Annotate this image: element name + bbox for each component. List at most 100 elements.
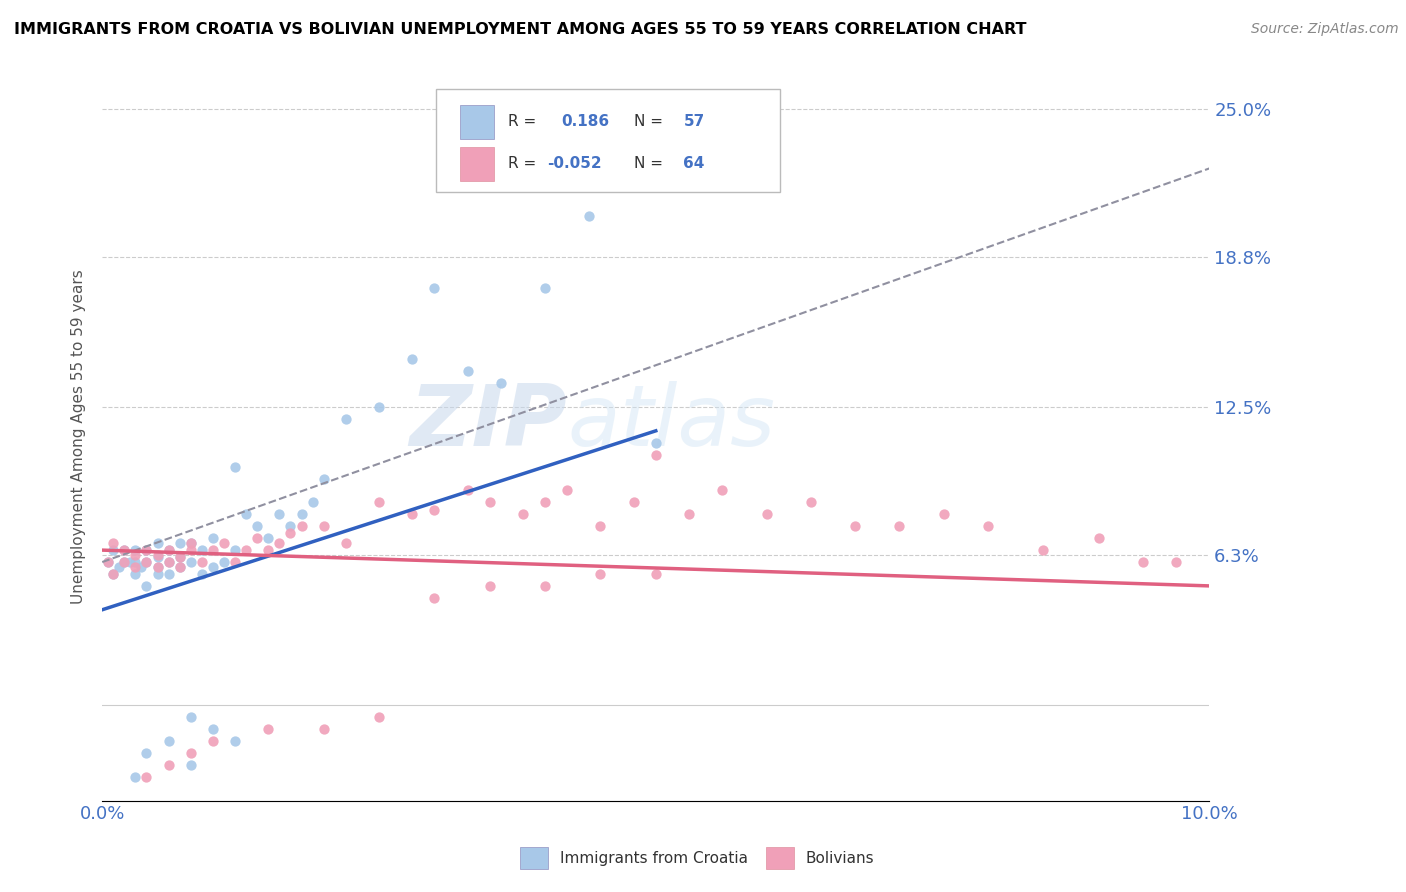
- Text: N =: N =: [634, 114, 664, 129]
- Point: [112, 543, 135, 558]
- Point: [157, 543, 180, 558]
- Point: [201, 559, 224, 574]
- Point: [146, 559, 169, 574]
- Text: atlas: atlas: [567, 381, 775, 464]
- Text: N =: N =: [634, 156, 664, 171]
- Point: [157, 566, 180, 581]
- Point: [157, 555, 180, 569]
- Point: [257, 722, 280, 736]
- Text: 57: 57: [683, 114, 704, 129]
- Point: [368, 400, 391, 414]
- Point: [201, 543, 224, 558]
- Point: [180, 710, 202, 724]
- Point: [478, 579, 501, 593]
- Point: [157, 543, 180, 558]
- Point: [191, 555, 214, 569]
- Point: [224, 543, 246, 558]
- Point: [534, 495, 557, 509]
- Text: -0.052: -0.052: [547, 156, 602, 171]
- Point: [103, 536, 125, 550]
- Point: [169, 550, 191, 565]
- Point: [112, 555, 135, 569]
- Point: [290, 508, 312, 522]
- Point: [235, 543, 257, 558]
- Point: [157, 757, 180, 772]
- Point: [290, 519, 312, 533]
- Point: [212, 555, 235, 569]
- Point: [711, 483, 734, 498]
- Point: [224, 734, 246, 748]
- Point: [224, 555, 246, 569]
- Point: [1087, 531, 1109, 545]
- Point: [335, 536, 357, 550]
- Point: [235, 508, 257, 522]
- Point: [169, 536, 191, 550]
- Point: [478, 495, 501, 509]
- Point: [191, 566, 214, 581]
- Point: [280, 526, 302, 541]
- Point: [108, 559, 131, 574]
- Point: [135, 770, 157, 784]
- Point: [368, 710, 391, 724]
- Point: [112, 555, 135, 569]
- Point: [644, 566, 666, 581]
- Point: [201, 722, 224, 736]
- Point: [257, 543, 280, 558]
- Point: [269, 508, 291, 522]
- Point: [534, 281, 557, 295]
- Point: [191, 543, 214, 558]
- Point: [124, 555, 146, 569]
- Point: [157, 555, 180, 569]
- Point: [169, 559, 191, 574]
- Point: [124, 770, 146, 784]
- Point: [644, 448, 666, 462]
- Point: [135, 579, 157, 593]
- Point: [146, 550, 169, 565]
- Point: [312, 722, 335, 736]
- Point: [135, 543, 157, 558]
- Point: [755, 508, 778, 522]
- Point: [246, 531, 269, 545]
- Text: Immigrants from Croatia: Immigrants from Croatia: [560, 851, 748, 865]
- Point: [312, 519, 335, 533]
- Point: [1132, 555, 1154, 569]
- Point: [146, 559, 169, 574]
- Text: Bolivians: Bolivians: [806, 851, 875, 865]
- Text: 0.186: 0.186: [561, 114, 609, 129]
- Point: [401, 508, 423, 522]
- Point: [146, 536, 169, 550]
- Point: [224, 459, 246, 474]
- Point: [555, 483, 578, 498]
- Text: 64: 64: [683, 156, 704, 171]
- Point: [1032, 543, 1054, 558]
- Point: [118, 555, 141, 569]
- Point: [97, 555, 120, 569]
- Point: [103, 566, 125, 581]
- Point: [180, 757, 202, 772]
- Point: [312, 471, 335, 485]
- Point: [103, 566, 125, 581]
- Point: [135, 746, 157, 760]
- Point: [844, 519, 866, 533]
- Point: [423, 502, 446, 516]
- Point: [180, 555, 202, 569]
- Point: [977, 519, 1000, 533]
- Point: [457, 483, 479, 498]
- Point: [112, 543, 135, 558]
- Point: [269, 536, 291, 550]
- Point: [589, 519, 612, 533]
- Point: [124, 566, 146, 581]
- Text: R =: R =: [508, 156, 536, 171]
- Point: [135, 555, 157, 569]
- Point: [246, 519, 269, 533]
- Point: [180, 543, 202, 558]
- Point: [1166, 555, 1188, 569]
- Point: [489, 376, 512, 391]
- Point: [124, 548, 146, 562]
- Point: [368, 495, 391, 509]
- Point: [423, 591, 446, 605]
- Point: [97, 555, 120, 569]
- Point: [146, 566, 169, 581]
- Point: [335, 412, 357, 426]
- Point: [180, 746, 202, 760]
